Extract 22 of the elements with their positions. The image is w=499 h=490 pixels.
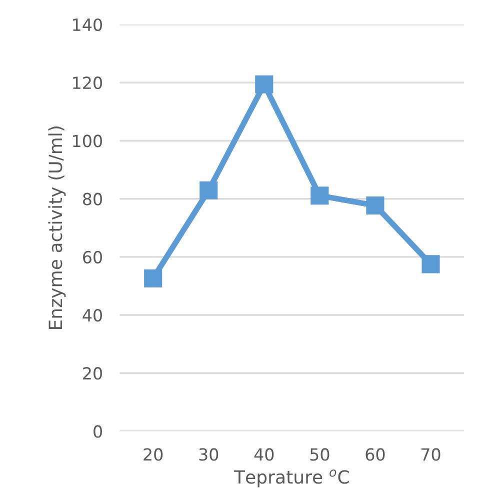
x-axis-title: Teprature $^{o}$C	[234, 470, 349, 488]
point	[366, 196, 384, 215]
y-tick-label: 40	[82, 308, 102, 322]
x-tick-label: 50	[310, 448, 330, 461]
y-tick-label: 20	[83, 367, 102, 380]
x-tick-label: 20	[144, 448, 163, 461]
y-tick-label: 80	[83, 192, 102, 206]
x-tick-label: 60	[366, 448, 385, 461]
x-tick-label: 30	[199, 448, 218, 461]
point	[422, 255, 440, 274]
point	[255, 75, 274, 94]
x-tick-label: 70	[422, 448, 440, 461]
y-tick-label: 0	[94, 425, 102, 438]
x-tick-label: 40	[254, 448, 274, 461]
y-tick-label: 100	[73, 134, 102, 148]
y-axis-title: Enzyme activity (U/ml)	[48, 126, 66, 329]
y-tick-label: 120	[73, 76, 102, 90]
y-tick-label: 60	[83, 250, 102, 264]
point	[144, 269, 162, 288]
point	[200, 181, 218, 200]
point	[310, 186, 329, 205]
y-tick-label: 140	[73, 18, 102, 32]
